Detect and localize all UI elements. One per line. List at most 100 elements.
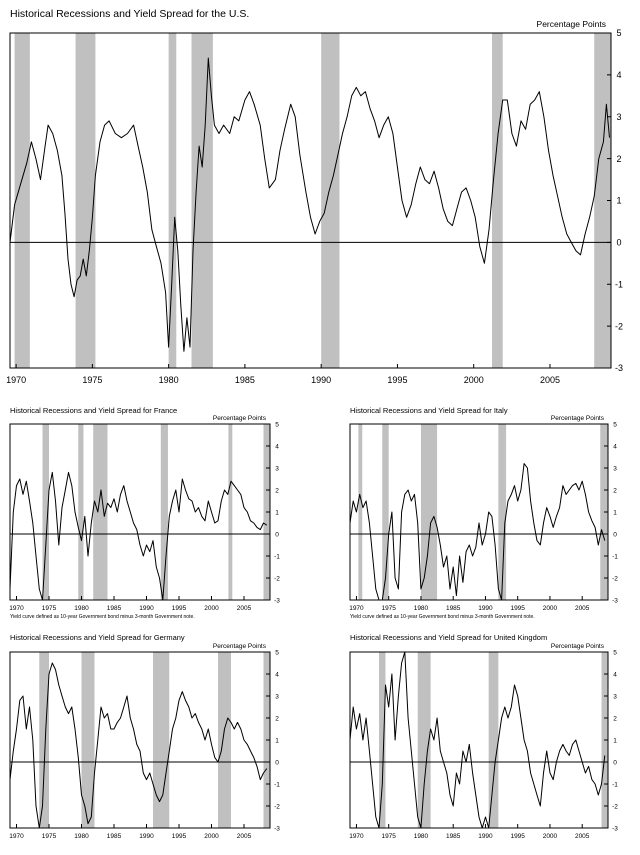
x-tick-label: 1985 bbox=[446, 605, 461, 612]
x-tick-label: 2005 bbox=[575, 833, 590, 840]
y-tick-label: 0 bbox=[275, 531, 279, 538]
y-tick-label: 1 bbox=[613, 737, 617, 744]
x-tick-label: 1990 bbox=[139, 833, 154, 840]
recession-band-0 bbox=[379, 652, 386, 828]
recession-band-3 bbox=[218, 652, 231, 828]
recession-bands bbox=[379, 652, 608, 828]
y-tick-label: -2 bbox=[612, 803, 618, 810]
y-tick-label: 4 bbox=[613, 671, 617, 678]
y-tick-label: 2 bbox=[613, 487, 617, 494]
y-tick-label: 0 bbox=[613, 759, 617, 766]
chart-uk: Historical Recessions and Yield Spread f… bbox=[349, 633, 618, 840]
x-tick-label: 1995 bbox=[172, 833, 187, 840]
y-tick-label: -2 bbox=[615, 321, 623, 331]
unit-label: Percentage Points bbox=[551, 415, 605, 422]
y-tick-label: -2 bbox=[274, 803, 280, 810]
yield-spread-line bbox=[350, 652, 606, 828]
x-tick-label: 1975 bbox=[42, 833, 57, 840]
plot-frame bbox=[349, 651, 609, 829]
recession-band-1 bbox=[417, 652, 431, 828]
recession-band-0 bbox=[39, 652, 49, 828]
y-tick-label: 5 bbox=[616, 28, 621, 38]
y-tick-label: 1 bbox=[616, 196, 621, 206]
x-tick-label: 1980 bbox=[74, 833, 89, 840]
chart-title: Historical Recessions and Yield Spread f… bbox=[10, 633, 185, 642]
y-tick-label: 0 bbox=[275, 759, 279, 766]
y-tick-label: 1 bbox=[275, 737, 279, 744]
chart-title: Historical Recessions and Yield Spread f… bbox=[10, 406, 177, 415]
y-tick-label: 5 bbox=[613, 421, 617, 428]
x-tick-label: 1995 bbox=[387, 375, 407, 385]
recession-bands bbox=[42, 424, 270, 600]
x-tick-label: 1995 bbox=[510, 833, 525, 840]
chart-title: Historical Recessions and Yield Spread f… bbox=[350, 633, 547, 642]
x-tick-label: 1985 bbox=[107, 833, 122, 840]
recession-band-2 bbox=[488, 652, 499, 828]
chart-france: Historical Recessions and Yield Spread f… bbox=[9, 406, 280, 620]
y-tick-label: -1 bbox=[612, 553, 618, 560]
x-tick-label: 1975 bbox=[82, 375, 102, 385]
recession-band-1 bbox=[382, 424, 389, 600]
x-tick-label: 1995 bbox=[510, 605, 525, 612]
y-tick-label: -1 bbox=[615, 279, 623, 289]
x-tick-label: 2000 bbox=[204, 833, 219, 840]
recession-band-4 bbox=[228, 424, 233, 600]
y-tick-label: -3 bbox=[612, 597, 618, 604]
y-tick-label: 3 bbox=[613, 465, 617, 472]
x-tick-label: 1970 bbox=[349, 605, 364, 612]
chart-title: Historical Recessions and Yield Spread f… bbox=[10, 8, 249, 20]
chart-title: Historical Recessions and Yield Spread f… bbox=[350, 406, 508, 415]
recession-band-2 bbox=[93, 424, 108, 600]
y-tick-label: -1 bbox=[274, 553, 280, 560]
recession-band-1 bbox=[75, 33, 96, 368]
x-tick-label: 2000 bbox=[543, 605, 558, 612]
x-tick-label: 1990 bbox=[311, 375, 331, 385]
recession-band-2 bbox=[420, 424, 438, 600]
x-tick-label: 1975 bbox=[381, 833, 396, 840]
yield-spread-line bbox=[10, 471, 268, 600]
x-tick-label: 2005 bbox=[237, 605, 252, 612]
y-tick-label: 0 bbox=[616, 238, 621, 248]
x-tick-label: 1970 bbox=[349, 833, 364, 840]
x-tick-label: 2000 bbox=[204, 605, 219, 612]
y-tick-label: -1 bbox=[612, 781, 618, 788]
y-tick-label: 3 bbox=[613, 693, 617, 700]
recession-band-2 bbox=[168, 33, 177, 368]
x-tick-label: 1990 bbox=[478, 605, 493, 612]
x-tick-label: 2005 bbox=[540, 375, 560, 385]
recession-band-1 bbox=[78, 424, 84, 600]
x-tick-label: 2000 bbox=[543, 833, 558, 840]
y-tick-label: 5 bbox=[275, 421, 279, 428]
x-tick-label: 1980 bbox=[74, 605, 89, 612]
recession-band-6 bbox=[594, 33, 611, 368]
yield-spread-line bbox=[10, 57, 610, 352]
unit-label: Percentage Points bbox=[213, 415, 267, 422]
recession-band-0 bbox=[14, 33, 30, 368]
y-tick-label: -3 bbox=[274, 597, 280, 604]
y-tick-label: -3 bbox=[612, 825, 618, 832]
recession-band-4 bbox=[321, 33, 340, 368]
y-tick-label: 2 bbox=[616, 154, 621, 164]
plot-frame bbox=[9, 32, 612, 369]
yield-spread-line bbox=[350, 463, 606, 600]
y-tick-label: -3 bbox=[274, 825, 280, 832]
y-tick-label: 2 bbox=[275, 715, 279, 722]
chart-note: Yield curve defined as 10-year Governmen… bbox=[350, 614, 535, 620]
y-tick-label: 4 bbox=[275, 671, 279, 678]
recession-band-3 bbox=[498, 424, 507, 600]
x-tick-label: 1980 bbox=[414, 605, 429, 612]
unit-label: Percentage Points bbox=[213, 643, 267, 650]
y-tick-label: 5 bbox=[275, 649, 279, 656]
yield-spread-line bbox=[10, 662, 268, 828]
recession-band-0 bbox=[42, 424, 49, 600]
x-tick-label: 2000 bbox=[464, 375, 484, 385]
unit-label: Percentage Points bbox=[537, 19, 606, 29]
y-tick-label: -3 bbox=[615, 363, 623, 373]
x-tick-label: 1970 bbox=[9, 833, 24, 840]
unit-label: Percentage Points bbox=[551, 643, 605, 650]
recession-bands bbox=[358, 424, 608, 600]
x-tick-label: 1990 bbox=[478, 833, 493, 840]
y-tick-label: 2 bbox=[613, 715, 617, 722]
x-tick-label: 1985 bbox=[107, 605, 122, 612]
